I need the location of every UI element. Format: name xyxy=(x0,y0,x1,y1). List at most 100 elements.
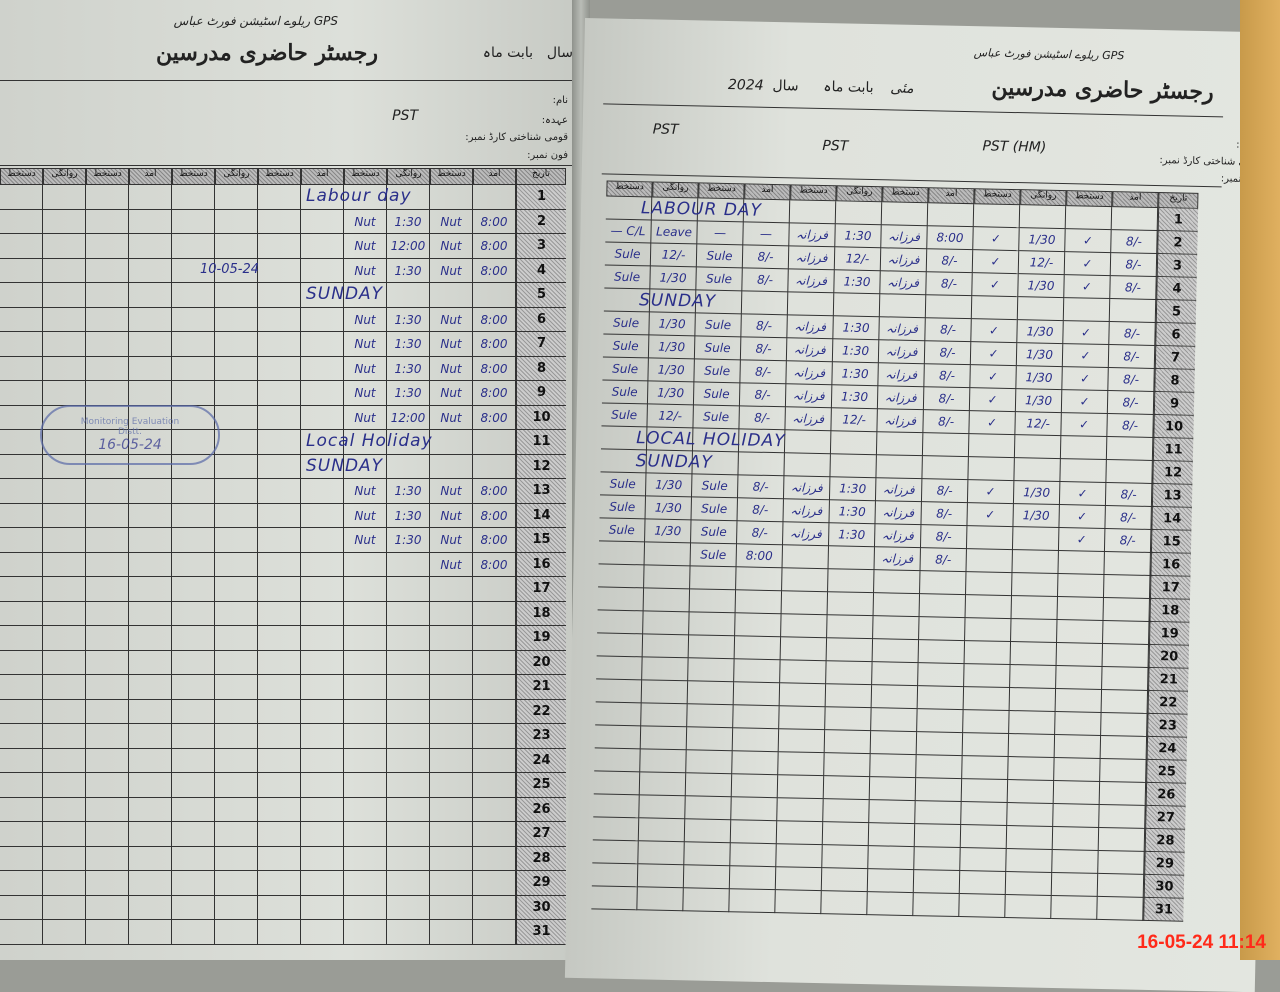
attendance-cell xyxy=(344,846,387,871)
orange-folder xyxy=(1240,0,1280,960)
attendance-cell xyxy=(879,294,927,319)
teacher1-designation: PST xyxy=(652,121,679,138)
attendance-cell xyxy=(1012,550,1059,575)
attendance-cell: — xyxy=(697,221,744,246)
attendance-cell: Leave xyxy=(651,220,698,245)
column-header: دستخط xyxy=(0,168,43,185)
attendance-cell xyxy=(129,748,172,773)
attendance-cell xyxy=(301,822,344,847)
attendance-cell: 8/- xyxy=(742,268,789,293)
attendance-cell xyxy=(43,185,86,210)
attendance-cell: 8/- xyxy=(920,525,968,550)
attendance-cell xyxy=(775,890,822,915)
attendance-cell xyxy=(830,454,877,479)
attendance-cell xyxy=(0,920,43,945)
attendance-cell: Sule xyxy=(602,357,649,382)
attendance-cell: — xyxy=(743,222,790,247)
teacher3-designation: PST (HM) xyxy=(982,138,1047,156)
attendance-cell xyxy=(824,753,871,778)
column-header: دستخط xyxy=(974,188,1021,206)
attendance-cell xyxy=(473,895,516,920)
attendance-cell xyxy=(172,773,215,798)
attendance-cell: 1:30 xyxy=(387,356,430,381)
attendance-cell xyxy=(86,577,129,602)
attendance-cell: 8:00 xyxy=(473,307,516,332)
date-header: تاریخ xyxy=(516,168,566,185)
attendance-cell xyxy=(215,381,258,406)
attendance-cell xyxy=(387,454,430,479)
attendance-cell xyxy=(473,773,516,798)
attendance-cell xyxy=(596,656,643,681)
attendance-cell xyxy=(593,771,641,796)
attendance-cell xyxy=(258,430,301,455)
attendance-cell xyxy=(258,822,301,847)
attendance-cell: Nut xyxy=(344,332,387,357)
attendance-cell xyxy=(1102,643,1149,668)
attendance-cell xyxy=(258,895,301,920)
attendance-cell xyxy=(129,381,172,406)
attendance-cell xyxy=(129,552,172,577)
attendance-cell: فرزانہ xyxy=(874,524,922,549)
attendance-cell xyxy=(0,650,43,675)
attendance-cell xyxy=(1100,758,1147,783)
attendance-cell: Nut xyxy=(344,307,387,332)
attendance-cell xyxy=(258,626,301,651)
attendance-cell xyxy=(86,479,129,504)
attendance-cell xyxy=(922,433,970,458)
date-cell: 13 xyxy=(1151,483,1193,508)
attendance-cell xyxy=(430,724,473,749)
attendance-cell xyxy=(215,773,258,798)
attendance-cell: Sule xyxy=(691,474,739,499)
attendance-cell: 8:00 xyxy=(473,332,516,357)
attendance-cell xyxy=(597,610,644,635)
left-register-page: GPS ریلوے اسٹیشن فورٹ عباس رجسٹر حاضری م… xyxy=(0,0,578,960)
attendance-cell xyxy=(301,405,344,430)
column-header: دستخط xyxy=(790,184,837,202)
attendance-cell xyxy=(683,865,731,890)
register-title-right: رجسٹر حاضری مدرسین xyxy=(991,74,1214,106)
attendance-cell xyxy=(172,724,215,749)
attendance-cell xyxy=(387,895,430,920)
date-cell: 5 xyxy=(1155,300,1197,324)
attendance-cell: ✓ xyxy=(1064,275,1111,300)
attendance-cell xyxy=(215,895,258,920)
attendance-cell xyxy=(258,724,301,749)
attendance-cell xyxy=(473,797,516,822)
attendance-cell xyxy=(172,920,215,945)
attendance-cell xyxy=(129,209,172,234)
attendance-cell xyxy=(973,204,1021,229)
column-header: دستخط xyxy=(86,168,129,185)
date-cell: 3 xyxy=(516,234,566,259)
attendance-cell xyxy=(870,754,917,779)
attendance-cell xyxy=(430,601,473,626)
attendance-cell xyxy=(301,601,344,626)
attendance-cell: Sule xyxy=(690,543,738,568)
attendance-cell xyxy=(592,817,640,842)
attendance-cell xyxy=(733,682,781,707)
attendance-cell xyxy=(387,797,430,822)
field-phone: فون نمبر: xyxy=(527,150,568,161)
attendance-cell: 8/- xyxy=(737,521,784,546)
day-note: SUNDAY xyxy=(306,284,384,304)
attendance-cell xyxy=(387,626,430,651)
attendance-cell xyxy=(129,577,172,602)
attendance-cell: 1/30 xyxy=(645,496,692,521)
attendance-cell xyxy=(0,258,43,283)
attendance-cell xyxy=(1097,896,1144,921)
date-cell: 18 xyxy=(1149,598,1190,623)
attendance-cell xyxy=(344,626,387,651)
column-header: آمد xyxy=(301,168,344,185)
attendance-cell xyxy=(215,822,258,847)
attendance-cell xyxy=(301,528,344,553)
attendance-cell xyxy=(0,871,43,896)
attendance-cell xyxy=(129,405,172,430)
attendance-cell xyxy=(129,895,172,920)
attendance-cell xyxy=(86,773,129,798)
attendance-cell xyxy=(301,209,344,234)
attendance-cell xyxy=(1010,642,1058,667)
attendance-cell xyxy=(301,283,344,308)
attendance-cell: 1/30 xyxy=(1016,366,1063,391)
attendance-cell: 8/- xyxy=(1110,253,1158,278)
date-header: تاریخ xyxy=(1158,192,1199,209)
attendance-cell: 1:30 xyxy=(387,503,430,528)
